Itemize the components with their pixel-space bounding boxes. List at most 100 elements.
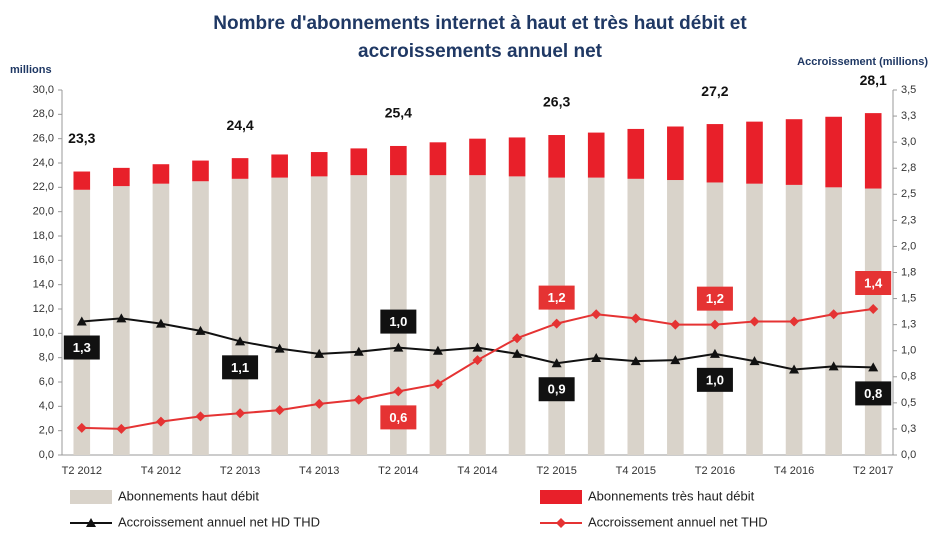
bar	[429, 175, 447, 455]
marker	[432, 345, 443, 355]
data-label-box	[855, 381, 892, 406]
x-tick-label: T2 2017	[853, 465, 893, 477]
x-tick-label: T4 2015	[616, 465, 656, 477]
bar	[864, 188, 882, 456]
data-label: 1,1	[231, 360, 249, 375]
y-tick-label: 22,0	[33, 181, 54, 193]
legend-swatch	[70, 490, 112, 504]
y2-tick-label: 2,0	[901, 240, 916, 252]
bar	[310, 152, 328, 177]
y2-tick-label: 0,0	[901, 449, 916, 461]
total-label: 25,4	[385, 105, 412, 121]
marker	[472, 342, 483, 352]
marker	[195, 325, 206, 335]
y-tick-label: 20,0	[33, 206, 54, 218]
data-label-box	[380, 309, 417, 334]
y2-tick-label: 2,8	[901, 162, 916, 174]
legend-label: Abonnements très haut débit	[588, 488, 755, 503]
y2-tick-label: 1,5	[901, 292, 916, 304]
marker	[155, 416, 166, 427]
data-label: 0,6	[389, 410, 407, 425]
y-tick-label: 24,0	[33, 157, 54, 169]
x-tick-label: T2 2015	[536, 465, 576, 477]
bar	[231, 158, 249, 179]
marker	[512, 348, 523, 358]
x-tick-label: T4 2012	[141, 465, 181, 477]
y-tick-label: 26,0	[33, 133, 54, 145]
data-label-box	[538, 285, 575, 310]
bar	[192, 181, 209, 455]
bar	[113, 167, 130, 187]
bar	[508, 176, 526, 455]
legend-label: Accroissement annuel net HD THD	[118, 514, 320, 529]
marker	[195, 411, 206, 422]
y-tick-label: 12,0	[33, 303, 54, 315]
y2-tick-label: 0,3	[901, 423, 916, 435]
legend-marker	[86, 518, 96, 527]
marker	[709, 319, 720, 330]
marker	[314, 398, 325, 409]
bar	[429, 142, 447, 176]
x-tick-label: T4 2016	[774, 465, 814, 477]
marker	[630, 313, 641, 324]
marker	[76, 316, 87, 326]
marker	[551, 358, 562, 368]
x-tick-label: T2 2016	[695, 465, 735, 477]
y-tick-label: 28,0	[33, 108, 54, 120]
legend-swatch	[540, 490, 582, 504]
marker	[749, 356, 760, 366]
marker	[868, 362, 879, 372]
marker	[630, 356, 641, 366]
marker	[828, 309, 839, 320]
bar	[231, 178, 249, 456]
bar	[667, 126, 684, 181]
legend-label: Abonnements haut débit	[118, 488, 259, 503]
marker	[353, 346, 364, 356]
marker	[235, 408, 246, 419]
y-tick-label: 2,0	[39, 425, 54, 437]
total-label: 24,4	[226, 117, 253, 133]
bar	[350, 148, 368, 176]
total-label: 23,3	[68, 130, 95, 146]
bar	[706, 182, 724, 455]
data-label: 1,4	[864, 275, 883, 290]
y2-tick-label: 1,3	[901, 319, 916, 331]
marker	[709, 348, 720, 358]
marker	[789, 316, 800, 327]
y-tick-label: 6,0	[39, 376, 54, 388]
bar	[152, 164, 170, 184]
marker	[353, 394, 364, 405]
bar	[469, 175, 486, 455]
bar	[825, 187, 842, 456]
bar	[667, 180, 684, 456]
data-label-box	[63, 335, 100, 360]
bar	[548, 135, 565, 178]
bar	[627, 128, 645, 179]
data-label: 0,9	[548, 382, 566, 397]
data-label-box	[696, 367, 733, 392]
bar	[310, 176, 328, 455]
marker	[155, 318, 166, 328]
x-tick-label: T2 2013	[220, 465, 260, 477]
chart-subtitle: accroissements annuel net	[358, 41, 603, 62]
marker	[116, 423, 127, 434]
marker	[393, 342, 404, 352]
x-tick-label: T2 2014	[378, 465, 418, 477]
data-label: 1,0	[389, 314, 407, 329]
data-label-box	[696, 286, 733, 311]
marker	[274, 405, 285, 416]
y2-tick-label: 0,8	[901, 371, 916, 383]
marker	[314, 348, 325, 358]
x-tick-label: T2 2012	[62, 465, 102, 477]
y2-tick-label: 2,3	[901, 214, 916, 226]
bar	[508, 137, 526, 177]
marker	[670, 319, 681, 330]
data-label-box	[855, 271, 892, 295]
marker	[828, 361, 839, 371]
y2-axis-label: Accroissement (millions)	[797, 56, 928, 68]
bar	[469, 138, 486, 176]
marker	[749, 316, 760, 327]
bar	[825, 116, 842, 188]
total-label: 26,3	[543, 94, 570, 110]
legend-label: Accroissement annuel net THD	[588, 514, 768, 529]
